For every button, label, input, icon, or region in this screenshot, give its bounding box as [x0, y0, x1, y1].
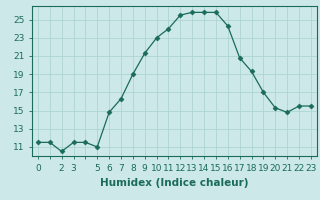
X-axis label: Humidex (Indice chaleur): Humidex (Indice chaleur)	[100, 178, 249, 188]
